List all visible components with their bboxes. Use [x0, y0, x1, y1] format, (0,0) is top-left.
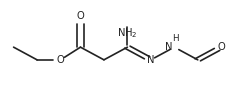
Text: NH$_2$: NH$_2$: [117, 26, 138, 40]
Text: O: O: [57, 55, 64, 65]
Text: O: O: [217, 42, 225, 52]
Text: O: O: [77, 11, 84, 21]
Text: H: H: [173, 34, 179, 43]
Text: N: N: [165, 42, 173, 52]
Text: N: N: [147, 55, 155, 65]
